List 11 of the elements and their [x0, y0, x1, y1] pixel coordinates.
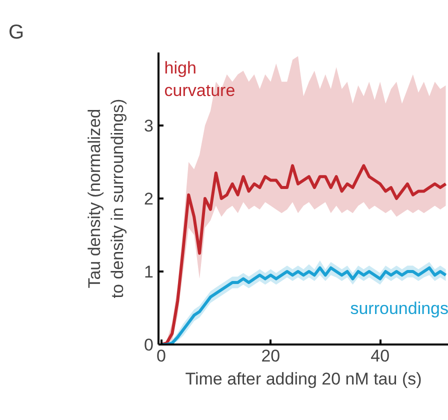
series-label: surroundings: [350, 299, 448, 318]
text: high curvature: [164, 58, 236, 100]
y-tick-label: 1: [144, 262, 154, 282]
x-tick-label: 40: [370, 346, 390, 366]
text: G: [8, 22, 24, 44]
x-tick-label: 20: [261, 346, 280, 366]
x-axis-title: Time after adding 20 nM tau (s): [185, 370, 422, 388]
y-axis-title: Tau density (normalized to density in surroundings): [85, 98, 128, 298]
x-tick-label: 0: [156, 346, 166, 366]
y-tick-label: 2: [144, 190, 154, 208]
y-tick-label: 3: [144, 116, 154, 136]
